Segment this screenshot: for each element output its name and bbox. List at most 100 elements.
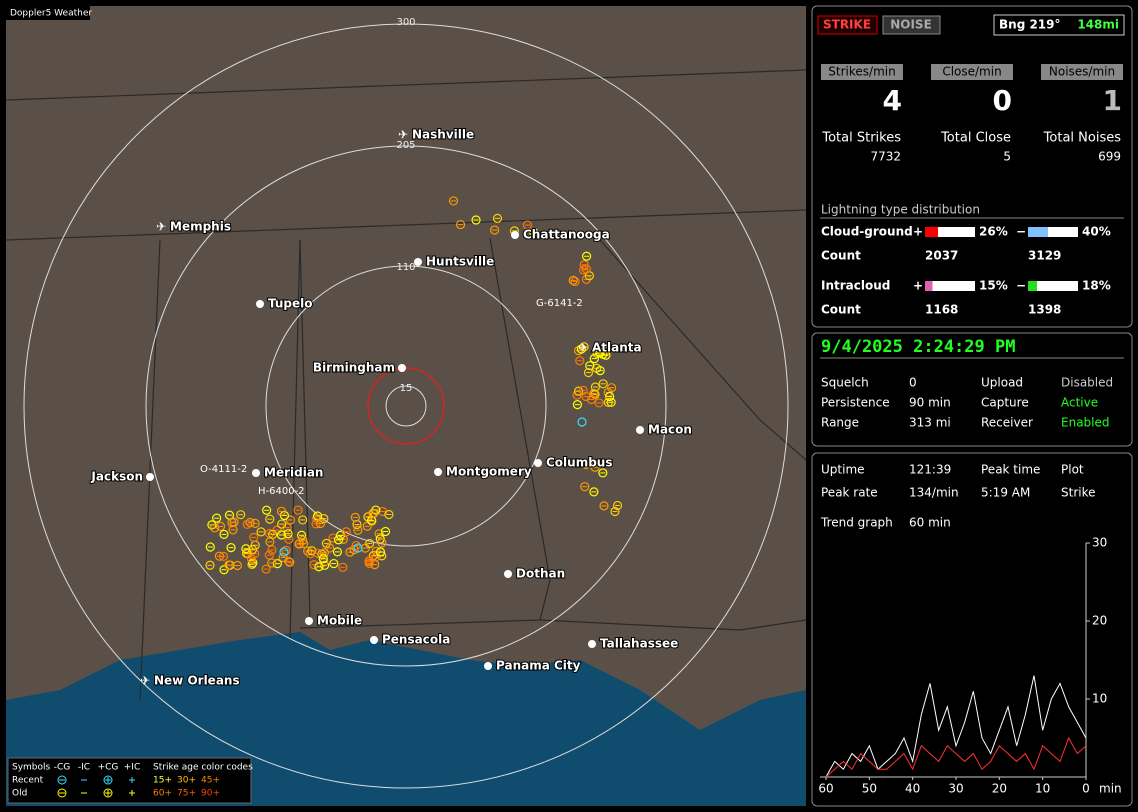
strike-symbol <box>603 397 613 407</box>
strike-symbol <box>250 518 260 528</box>
stat-text: 134/min <box>909 486 959 500</box>
city-dot <box>534 459 542 467</box>
legend-text: -CG <box>54 763 71 773</box>
state-borders <box>5 69 807 701</box>
rate-header-box <box>931 64 1013 80</box>
city-label: Nashville <box>412 128 474 142</box>
strike-symbol <box>581 251 592 261</box>
airport-icon: ✈ <box>156 220 166 234</box>
setting-value: 313 mi <box>909 416 951 430</box>
strike-symbol <box>285 515 296 525</box>
city-dot <box>434 468 442 476</box>
strike-button[interactable] <box>817 15 878 35</box>
setting-value: Active <box>1061 396 1098 410</box>
percent-label: 15% <box>979 279 1008 293</box>
strike-symbol <box>601 350 611 360</box>
strike-symbol <box>261 564 271 574</box>
city-label: New Orleans <box>154 674 240 688</box>
strike-symbol <box>367 515 377 525</box>
rate-value: 0 <box>993 84 1012 117</box>
legend-text: -IC <box>78 763 90 773</box>
rate-header: Noises/min <box>1049 65 1115 79</box>
x-tick-label: 10 <box>1035 782 1050 796</box>
strike-symbol <box>215 521 226 532</box>
x-tick-label: 40 <box>905 782 920 796</box>
stat-text: 5:19 AM <box>981 486 1030 500</box>
strike-symbol <box>368 508 378 518</box>
distribution-title: Lightning type distribution <box>821 203 980 217</box>
stat-text: Plot <box>1061 463 1084 477</box>
strike-symbol <box>272 559 282 569</box>
percent-bar-frame <box>925 227 975 237</box>
strike-symbol <box>321 538 331 548</box>
strike-symbol <box>309 560 319 570</box>
storm-label: G-6141-2 <box>536 298 583 309</box>
rate-value: 1 <box>1103 84 1122 117</box>
minus-sign: − <box>1016 279 1026 293</box>
strike-symbol <box>284 534 294 544</box>
city-dot <box>414 258 422 266</box>
storm-label: O-4111-2 <box>200 464 247 475</box>
total-label: Total Close <box>940 131 1011 146</box>
x-tick-label: 20 <box>992 782 1007 796</box>
strike-symbol <box>262 505 272 515</box>
strike-symbol <box>329 558 339 569</box>
city-dot <box>305 617 313 625</box>
percent-bar-frame <box>925 281 975 291</box>
strike-symbol <box>205 560 215 570</box>
strike-symbol <box>589 487 599 497</box>
total-value: 5 <box>1003 150 1011 164</box>
strike-symbol <box>568 275 578 285</box>
setting-value: 90 min <box>909 396 951 410</box>
strike-symbol <box>377 538 387 548</box>
strike-symbol <box>610 506 620 517</box>
percent-label: 18% <box>1082 279 1111 293</box>
strike-symbol <box>345 547 355 557</box>
strike-symbol <box>318 554 328 564</box>
y-tick-label: 30 <box>1092 536 1107 550</box>
city-label: Meridian <box>264 466 323 480</box>
strike-symbol <box>285 557 295 567</box>
range-label: 300 <box>396 17 415 28</box>
strike-symbol <box>586 394 597 405</box>
strike-symbol <box>246 553 257 564</box>
percent-label: 26% <box>979 225 1008 239</box>
x-tick-label: 60 <box>818 782 833 796</box>
type-label: Intracloud <box>821 279 890 293</box>
trend-label: Trend graph <box>820 516 893 530</box>
city-label: Memphis <box>170 220 231 234</box>
strike-symbol <box>605 391 615 402</box>
legend-text: 60+ <box>153 789 172 799</box>
strike-symbol <box>471 215 481 225</box>
strike-symbol <box>353 543 363 553</box>
strike-symbol <box>205 542 215 552</box>
city-label: Montgomery <box>446 465 532 479</box>
strike-symbol <box>594 398 604 408</box>
strike-symbol <box>607 383 617 393</box>
noise-button[interactable] <box>882 15 941 35</box>
strike-symbol <box>585 361 595 371</box>
type-label: Cloud-ground <box>821 225 913 239</box>
legend-text: 15+ <box>153 776 172 786</box>
strike-symbol <box>317 549 327 559</box>
strike-symbol <box>314 562 324 572</box>
strike-symbol <box>492 213 503 223</box>
strike-symbol <box>598 468 608 478</box>
city-label: Pensacola <box>382 633 450 647</box>
rate-value: 4 <box>883 84 902 117</box>
total-value: 699 <box>1098 150 1121 164</box>
strike-symbol <box>325 543 335 553</box>
strike-symbol <box>371 505 381 515</box>
city-label: Chattanooga <box>523 228 610 242</box>
stat-text: Uptime <box>821 463 865 477</box>
strike-symbol <box>278 552 288 563</box>
strike-symbol <box>228 525 238 535</box>
strike-symbol <box>219 529 229 540</box>
setting-value: 0 <box>909 376 917 390</box>
count-value: 1168 <box>925 303 958 317</box>
setting-label: Receiver <box>981 416 1033 430</box>
strike-symbol <box>236 510 246 520</box>
strike-symbol <box>572 400 583 410</box>
window-title: Doppler5 Weather <box>10 9 92 19</box>
strike-symbol <box>267 558 277 568</box>
